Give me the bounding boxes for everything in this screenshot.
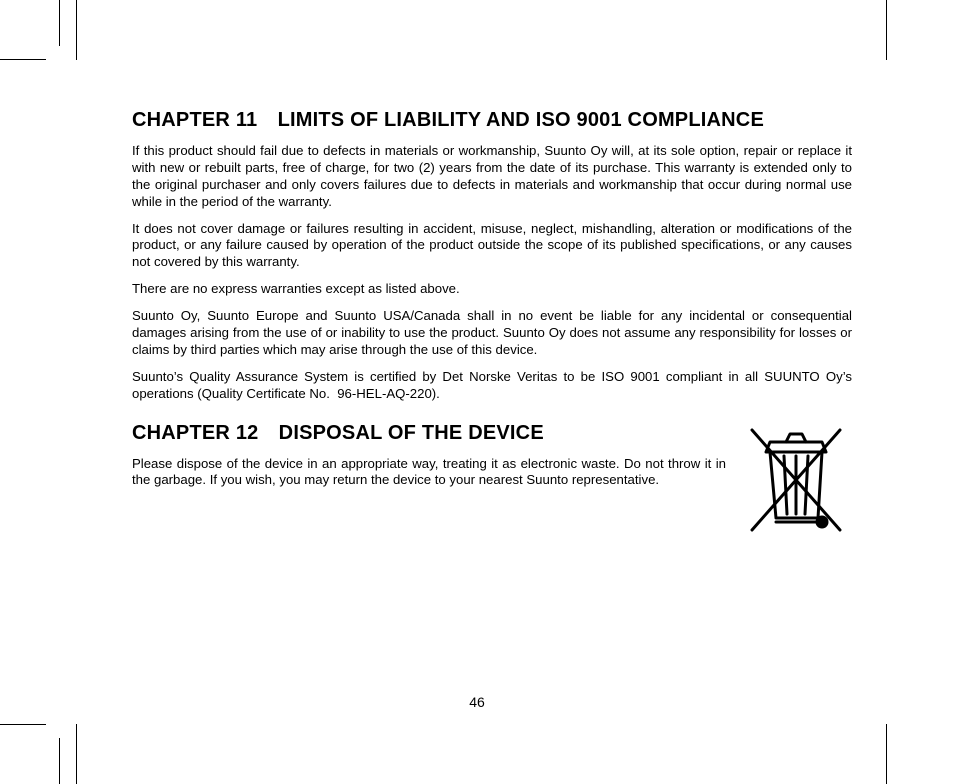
chapter-11-paragraph: If this product should fail due to defec…: [132, 143, 852, 211]
crop-mark: [0, 724, 46, 725]
chapter-11-paragraph: It does not cover damage or failures res…: [132, 221, 852, 272]
chapter-11-paragraph: Suunto’s Quality Assurance System is cer…: [132, 369, 852, 403]
page-content: CHAPTER 11 LIMITS OF LIABILITY AND ISO 9…: [132, 108, 852, 540]
disposal-text: Please dispose of the device in an appro…: [132, 456, 726, 500]
crop-mark: [76, 724, 77, 784]
crop-mark: [0, 59, 46, 60]
chapter-11-heading: CHAPTER 11 LIMITS OF LIABILITY AND ISO 9…: [132, 108, 852, 133]
chapter-11-paragraph: There are no express warranties except a…: [132, 281, 852, 298]
chapter-12-section: CHAPTER 12 DISPOSAL OF THE DEVICE Please…: [132, 421, 852, 540]
page-number: 46: [0, 694, 954, 710]
disposal-row: Please dispose of the device in an appro…: [132, 456, 852, 540]
chapter-12-paragraph: Please dispose of the device in an appro…: [132, 456, 726, 490]
crop-mark: [76, 0, 77, 60]
chapter-11-paragraph: Suunto Oy, Suunto Europe and Suunto USA/…: [132, 308, 852, 359]
manual-page: CHAPTER 11 LIMITS OF LIABILITY AND ISO 9…: [0, 0, 954, 784]
crop-mark: [886, 724, 887, 784]
crop-mark: [59, 738, 60, 784]
crop-mark: [886, 0, 887, 60]
crop-mark: [59, 0, 60, 46]
weee-crossed-bin-icon: [740, 422, 852, 540]
